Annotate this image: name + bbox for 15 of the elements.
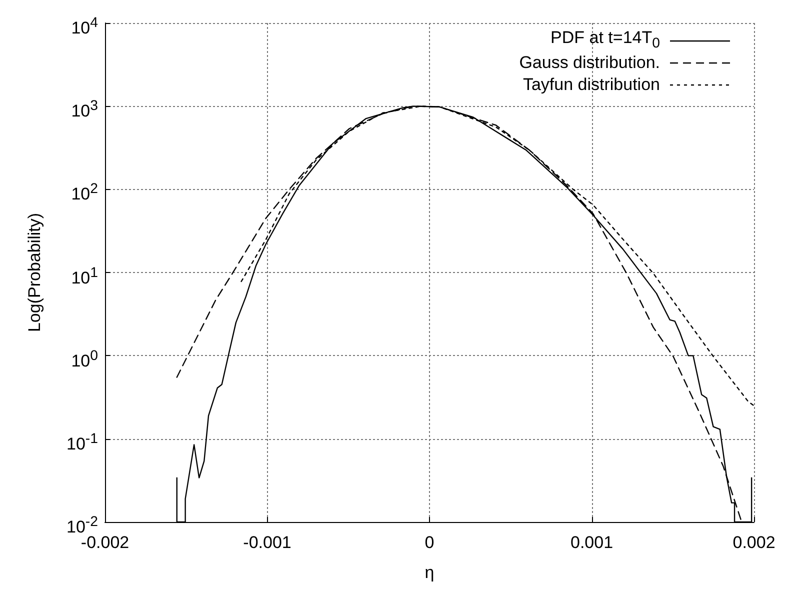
y-tick-label: 10$^{4}$ — [71, 14, 98, 40]
y-axis-title: Log(Probability) — [25, 212, 44, 332]
y-tick-label: 10$^{2}$ — [71, 180, 98, 206]
y-tick-label: 10$^{1}$ — [71, 264, 98, 290]
legend-label: Gauss distribution. — [519, 52, 660, 74]
x-tick-label: 0.002 — [732, 533, 776, 552]
legend-label: Tayfun distribution — [522, 74, 660, 96]
y-tick-label: 10$^{-1}$ — [66, 430, 98, 456]
x-axis-title: η — [424, 563, 434, 582]
legend-label: PDF at t=14T$_{0}$ — [550, 27, 660, 54]
x-tick-label: -0.001 — [243, 533, 292, 552]
y-tick-label: 10$^{0}$ — [71, 346, 98, 372]
x-tick-label: 0 — [424, 533, 434, 552]
y-tick-label: 10$^{3}$ — [71, 97, 98, 123]
x-tick-label: 0.001 — [570, 533, 614, 552]
